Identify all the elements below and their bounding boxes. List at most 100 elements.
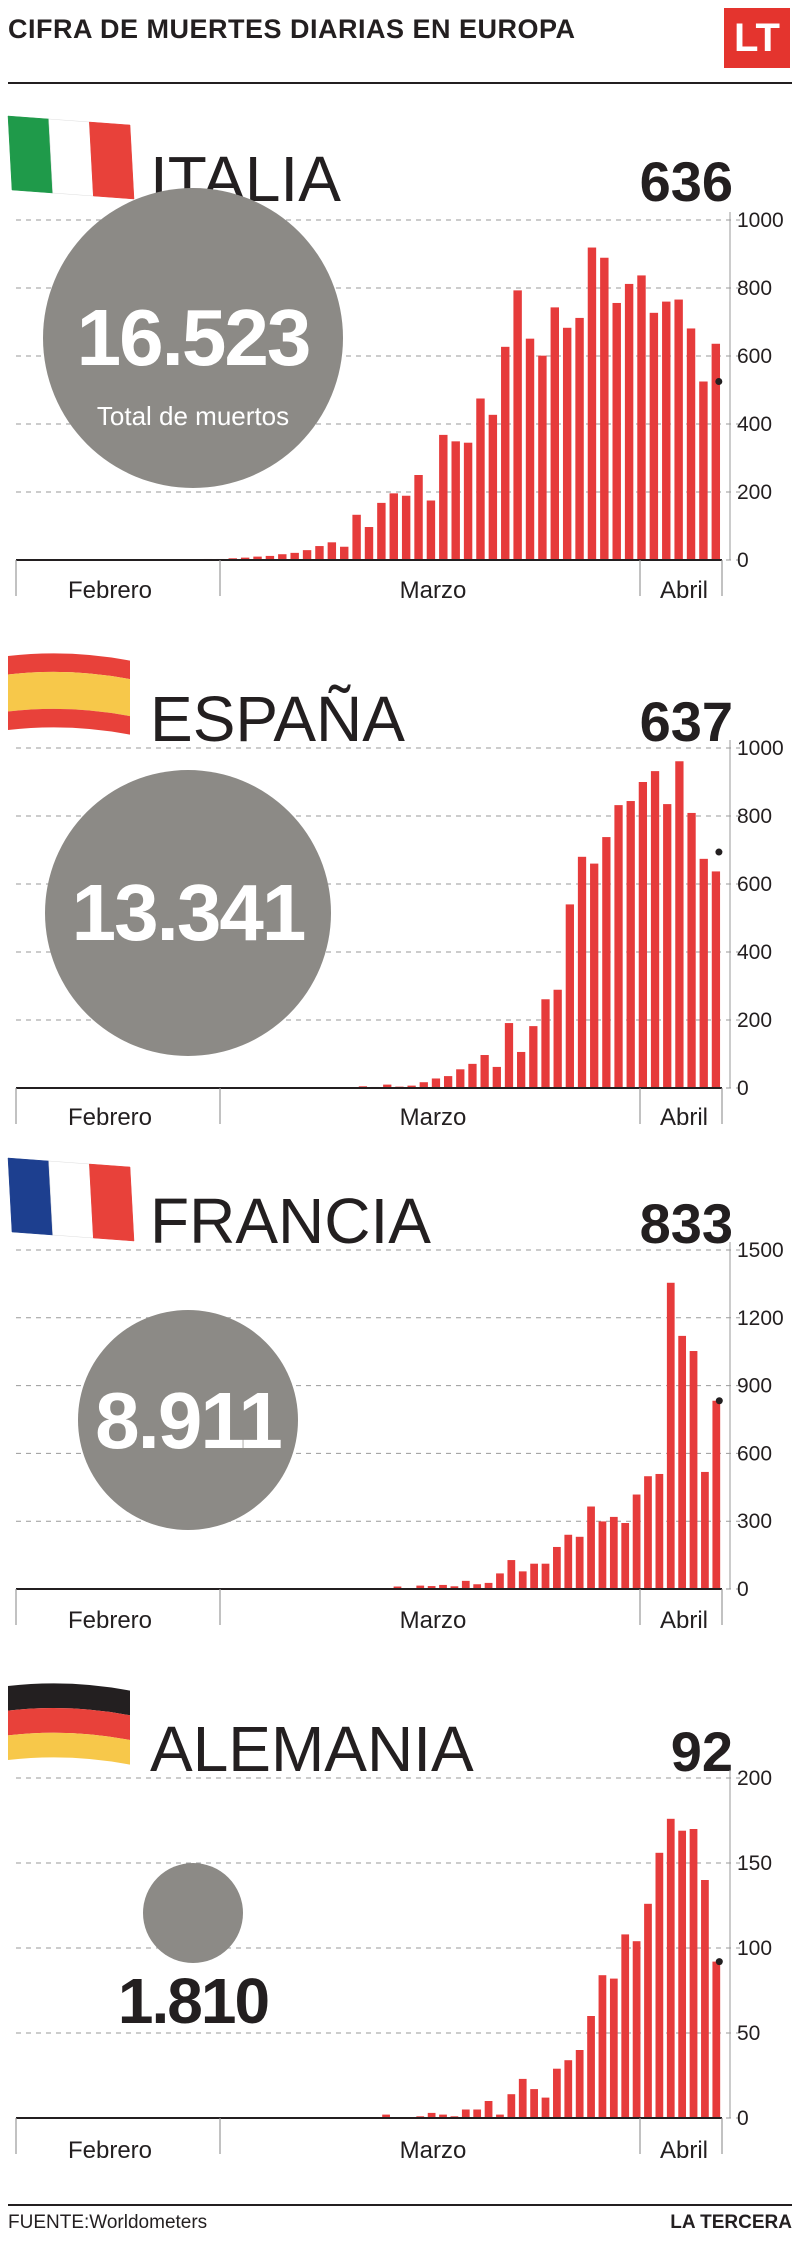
- source-note: FUENTE:Worldometers: [8, 2212, 208, 2233]
- bar: [439, 434, 448, 560]
- bar: [541, 999, 550, 1088]
- total-circle: [45, 770, 331, 1056]
- bar: [265, 555, 275, 560]
- bar: [377, 502, 386, 560]
- bar: [626, 801, 635, 1088]
- bar: [290, 552, 299, 560]
- bar: [624, 283, 634, 560]
- total-deaths-value: 8.911: [95, 1376, 281, 1465]
- country-name: FRANCIA: [150, 1185, 431, 1257]
- bar: [463, 442, 473, 560]
- y-tick-label: 1200: [737, 1307, 784, 1330]
- footer: FUENTE:Worldometers LA TERCERA: [0, 2200, 800, 2243]
- bar: [598, 1975, 607, 2118]
- latest-value-marker: [715, 1958, 723, 1966]
- bar: [473, 2109, 482, 2118]
- bar: [650, 771, 660, 1088]
- bar: [541, 1563, 550, 1589]
- bar: [564, 2060, 573, 2118]
- bar: [480, 1055, 489, 1088]
- italy-flag-icon: [7, 115, 135, 200]
- bar: [518, 1571, 527, 1589]
- bar: [662, 301, 671, 560]
- bar: [507, 1560, 516, 1589]
- total-deaths-label: Total de muertos: [97, 401, 289, 431]
- bar: [600, 257, 609, 560]
- bar: [451, 441, 460, 560]
- bar: [655, 1473, 664, 1589]
- bar: [711, 871, 721, 1088]
- germany-flag-icon: [8, 1683, 130, 1765]
- chart-panel-francia: FRANCIA 833 0 300 600 900 1200 1500 Febrero Marzo…: [7, 1157, 784, 1634]
- bar: [699, 381, 708, 560]
- bar: [473, 1584, 482, 1589]
- bar: [575, 2050, 584, 2118]
- y-tick-label: 800: [737, 805, 772, 828]
- header: CIFRA DE MUERTES DIARIAS EN EUROPA LT: [0, 0, 800, 80]
- bar: [443, 1076, 453, 1088]
- y-tick-label: 600: [737, 873, 772, 896]
- bar: [530, 2089, 538, 2118]
- month-label: Febrero: [68, 2137, 152, 2164]
- bar: [538, 355, 547, 560]
- total-circle: [143, 1863, 243, 1963]
- bar: [407, 1085, 416, 1088]
- bar: [587, 247, 597, 561]
- flag-stripe: [89, 121, 135, 200]
- bar: [587, 2016, 595, 2118]
- bar: [701, 1880, 709, 2118]
- bar: [439, 2114, 447, 2118]
- bar: [689, 1351, 698, 1589]
- flag-stripe: [8, 1708, 130, 1740]
- bar: [278, 554, 287, 560]
- month-label: Abril: [660, 1104, 708, 1131]
- flag-stripe: [8, 1683, 130, 1716]
- month-label: Marzo: [400, 1104, 467, 1131]
- bar: [525, 338, 535, 560]
- bar: [530, 1563, 538, 1589]
- bar: [644, 1476, 652, 1589]
- bar: [686, 328, 696, 560]
- la-tercera-logo: LT: [724, 8, 790, 68]
- bar: [553, 2068, 561, 2118]
- bar: [476, 398, 485, 560]
- country-name: ESPAÑA: [150, 683, 405, 755]
- flag-stripe: [48, 118, 94, 197]
- bar: [614, 805, 623, 1088]
- total-circle: [43, 188, 343, 488]
- month-label: Abril: [660, 2137, 708, 2164]
- y-tick-label: 600: [737, 1442, 772, 1465]
- bar: [565, 904, 574, 1088]
- footer-divider: [8, 2204, 792, 2206]
- bar: [712, 1400, 721, 1589]
- chart-panel-alemania: ALEMANIA 92 0 50 100 150 200 Febrero Marzo Abril 1…: [8, 1683, 772, 2164]
- latest-value-marker: [715, 378, 723, 385]
- flag-stripe: [8, 708, 130, 735]
- bar: [575, 317, 584, 560]
- bar: [507, 2094, 516, 2118]
- bar: [644, 1903, 652, 2118]
- bar: [468, 1063, 477, 1088]
- y-tick-label: 400: [737, 413, 772, 436]
- bar: [496, 2114, 504, 2118]
- header-divider: [8, 82, 792, 84]
- bar: [562, 327, 572, 560]
- bar: [492, 1066, 501, 1088]
- bar: [609, 1978, 618, 2118]
- y-tick-label: 1000: [737, 737, 784, 760]
- flag-stripe: [8, 1732, 130, 1765]
- month-label: Abril: [660, 1607, 708, 1634]
- y-tick-label: 600: [737, 345, 772, 368]
- bar: [678, 1830, 687, 2118]
- y-tick-label: 200: [737, 1767, 772, 1790]
- bar: [401, 495, 411, 560]
- y-tick-label: 900: [737, 1375, 772, 1398]
- bar: [427, 2112, 436, 2118]
- y-tick-label: 800: [737, 277, 772, 300]
- bar: [638, 782, 648, 1088]
- bar: [550, 307, 560, 560]
- bar: [598, 1521, 607, 1589]
- bar: [484, 2101, 493, 2118]
- bar: [352, 514, 361, 560]
